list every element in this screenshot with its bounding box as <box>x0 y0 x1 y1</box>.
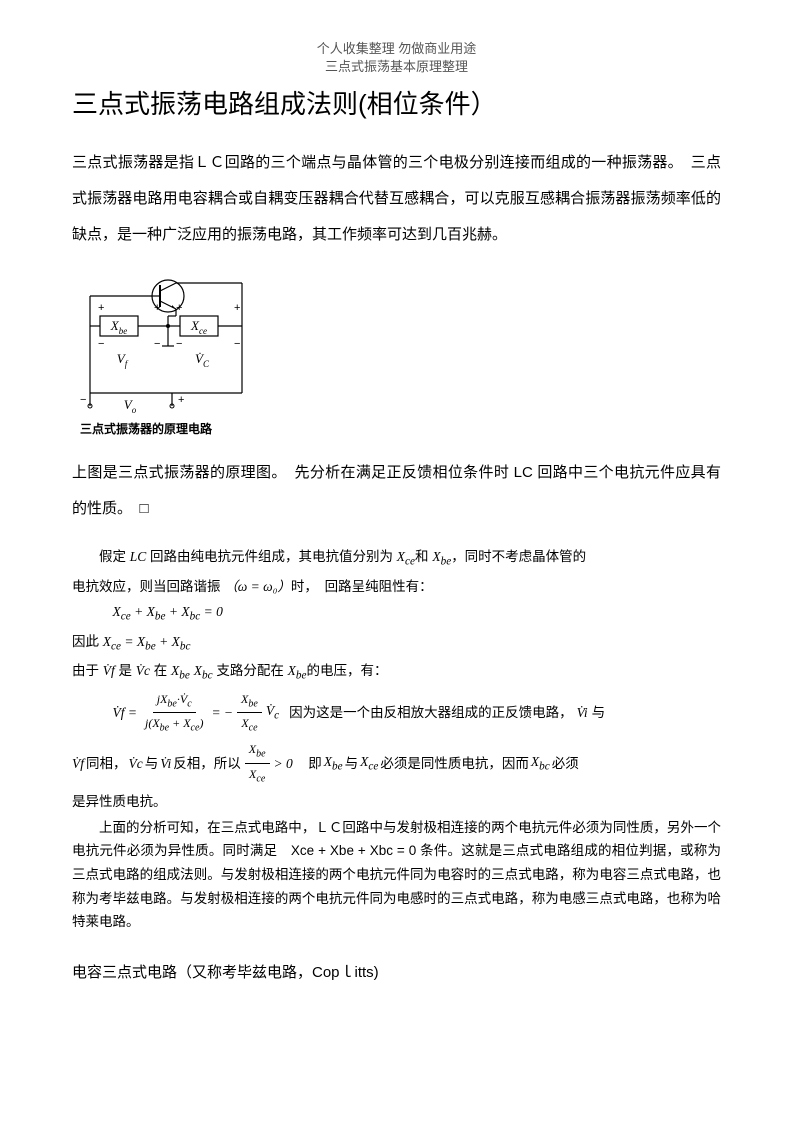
svg-text:−: − <box>80 394 86 406</box>
svg-text:+: + <box>154 302 160 314</box>
page-header: 个人收集整理 勿做商业用途 三点式振荡基本原理整理 <box>72 40 721 76</box>
svg-text:+: + <box>234 302 240 314</box>
analysis-line-4: 由于 V̇f 是 V̇c 在 Xbe Xbc 支路分配在 Xbe的电压，有： <box>72 659 721 686</box>
analysis-intro: 上图是三点式振荡器的原理图。 先分析在满足正反馈相位条件时 LC 回路中三个电抗… <box>72 455 721 527</box>
label-vo-sub: o <box>132 405 137 415</box>
analysis-line-2: 电抗效应，则当回路谐振 （ω = ω₀）时， 回路呈纯阻性有： <box>72 575 721 599</box>
analysis-line-8: 上面的分析可知，在三点式电路中，ＬＣ回路中与发射极相连接的两个电抗元件必须为同性… <box>72 816 721 934</box>
header-line-2: 三点式振荡基本原理整理 <box>72 58 721 76</box>
svg-text:+: + <box>176 302 182 314</box>
svg-text:V̇C: V̇C <box>195 351 210 369</box>
label-vc-sub: C <box>203 359 210 369</box>
svg-text:Vf: Vf <box>117 351 129 369</box>
svg-text:−: − <box>98 338 104 350</box>
label-xce-sub: ce <box>199 326 207 336</box>
analysis-line-1: 假定 LC 回路由纯电抗元件组成，其电抗值分别为 Xce和 Xbe，同时不考虑晶… <box>72 545 721 572</box>
label-vf-sub: f <box>125 359 129 369</box>
svg-text:+: + <box>98 302 104 314</box>
header-line-1: 个人收集整理 勿做商业用途 <box>72 40 721 58</box>
equation-3: V̇f = jXbe·V̇c j(Xbe + Xce) = − Xbe Xce … <box>113 689 722 738</box>
analysis-block: 假定 LC 回路由纯电抗元件组成，其电抗值分别为 Xce和 Xbe，同时不考虑晶… <box>72 545 721 933</box>
circuit-diagram: Xbe Xce + + + + − − − − − + <box>72 271 721 437</box>
section-heading-colpitts: 电容三点式电路（又称考毕兹电路，Copｌitts) <box>72 958 721 988</box>
page-title: 三点式振荡电路组成法则(相位条件） <box>72 84 721 121</box>
label-xbe-sub: be <box>119 326 128 336</box>
analysis-line-7: 是异性质电抗。 <box>72 790 721 814</box>
circuit-svg: Xbe Xce + + + + − − − − − + <box>72 271 262 416</box>
intro-paragraph: 三点式振荡器是指ＬＣ回路的三个端点与晶体管的三个电极分别连接而组成的一种振荡器。… <box>72 145 721 253</box>
svg-text:−: − <box>234 338 240 350</box>
circuit-caption: 三点式振荡器的原理电路 <box>80 420 721 437</box>
svg-text:+: + <box>178 394 184 406</box>
svg-text:Vo: Vo <box>124 397 137 415</box>
analysis-line-6: V̇f 同相，V̇c 与 V̇i 反相，所以 Xbe Xce > 0 即 Xbe… <box>72 739 721 788</box>
svg-text:−: − <box>154 338 160 350</box>
svg-text:−: − <box>176 338 182 350</box>
equation-1: Xce + Xbe + Xbc = 0 <box>113 600 722 627</box>
analysis-line-3: 因此 Xce = Xbe + Xbc <box>72 630 721 657</box>
